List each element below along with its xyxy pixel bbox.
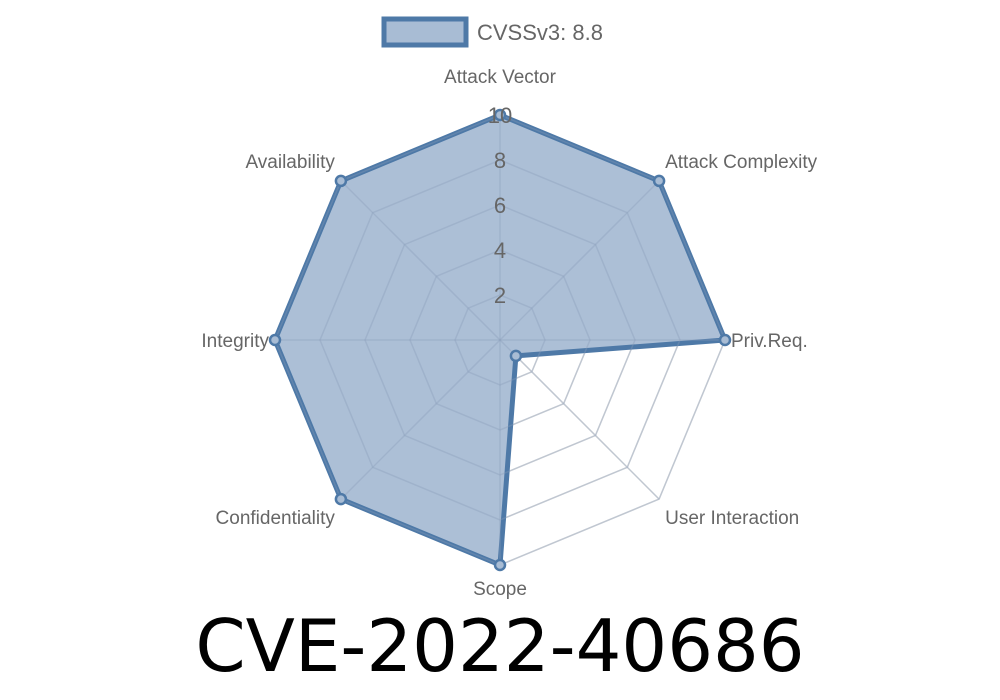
axis-label: Attack Complexity (665, 152, 818, 173)
axis-label: Priv.Req. (731, 331, 808, 352)
grid-spoke-overlay (499, 180, 660, 341)
legend[interactable]: CVSSv3: 8.8 (381, 16, 603, 48)
axis-label: Confidentiality (216, 508, 336, 529)
grid-spoke-overlay (499, 339, 660, 500)
tick-label: 10 (488, 103, 512, 128)
legend-label: CVSSv3: 8.8 (477, 20, 603, 45)
data-point-attack-vector[interactable] (493, 108, 507, 122)
data-point-user-interaction[interactable] (509, 349, 523, 363)
axis-label: Integrity (201, 331, 269, 352)
grid-ring-overlay (364, 204, 636, 476)
radar-chart: 2 4 6 8 10 Attack Vector Attack Complexity Pri… (201, 16, 818, 600)
data-point-priv-req-[interactable] (718, 333, 732, 347)
grid-spoke (499, 339, 660, 500)
data-point-scope[interactable] (493, 558, 507, 572)
grid-spoke-overlay (340, 180, 501, 341)
data-point-availability[interactable] (334, 174, 348, 188)
data-point-integrity[interactable] (268, 333, 282, 347)
tick-label: 6 (494, 193, 506, 218)
tick-label: 4 (494, 238, 506, 263)
axis-label: Availability (245, 152, 335, 173)
grid-ring-overlay (454, 294, 546, 386)
legend-swatch (381, 16, 469, 48)
tick-label: 8 (494, 148, 506, 173)
axis-label: Attack Vector (444, 67, 557, 88)
tick-label: 2 (494, 283, 506, 308)
grid-ring-overlay (409, 249, 591, 431)
grid-ring-overlay (319, 159, 681, 521)
axis-label: Scope (473, 579, 527, 600)
grid-spoke-overlay (340, 339, 501, 500)
cve-title: CVE-2022-40686 (195, 604, 805, 688)
axis-label: User Interaction (665, 508, 799, 529)
data-point-attack-complexity[interactable] (652, 174, 666, 188)
data-point-confidentiality[interactable] (334, 492, 348, 506)
